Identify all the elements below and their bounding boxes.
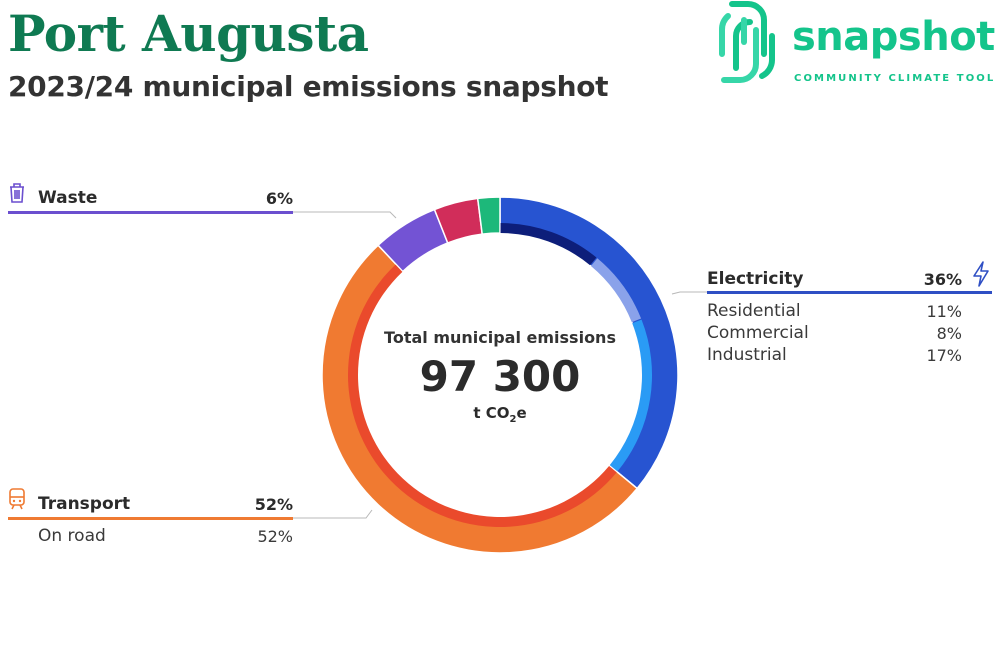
donut-slice-other-4 <box>476 196 501 235</box>
transport-sub-on-road: On road <box>38 526 106 546</box>
total-value: 97 300 <box>419 352 581 401</box>
waste-leader-line <box>293 211 397 219</box>
transport-sub-on-road-pct: 52% <box>257 527 293 546</box>
total-unit: t CO2e <box>360 404 640 425</box>
logo-tagline: COMMUNITY CLIMATE TOOL <box>794 73 996 84</box>
electricity-percent: 36% <box>923 270 962 289</box>
donut-slice-transport <box>321 244 639 554</box>
electricity-leader-line <box>671 291 707 295</box>
transport-leader-line <box>293 509 373 519</box>
donut-inner-industrial <box>609 319 652 472</box>
total-label: Total municipal emissions <box>384 328 616 347</box>
electricity-sub-residential-pct: 11% <box>926 302 962 321</box>
electricity-sub-industrial: Industrial <box>707 345 787 365</box>
lightning-icon <box>973 261 989 287</box>
transport-label: Transport <box>38 494 131 514</box>
unit-main: t CO <box>473 404 510 422</box>
logo-wordmark: snapshot <box>792 14 995 60</box>
donut-inner-residential <box>500 223 597 266</box>
electricity-rule <box>707 291 992 294</box>
electricity-sub-industrial-pct: 17% <box>926 346 962 365</box>
unit-subscript: 2 <box>509 414 517 425</box>
snapshot-logo-icon <box>719 1 775 83</box>
waste-label: Waste <box>38 188 98 208</box>
page-title: Port Augusta <box>8 4 369 63</box>
transport-rule <box>8 517 293 520</box>
unit-end: e <box>516 404 527 422</box>
electricity-sub-residential: Residential <box>707 301 801 321</box>
transport-percent: 52% <box>254 495 293 514</box>
snapshot-logo[interactable]: snapshot COMMUNITY CLIMATE TOOL <box>714 0 1000 90</box>
electricity-sub-commercial: Commercial <box>707 323 809 343</box>
page-subtitle: 2023/24 municipal emissions snapshot <box>8 70 609 103</box>
electricity-sub-commercial-pct: 8% <box>936 324 962 343</box>
electricity-label: Electricity <box>707 269 804 289</box>
waste-rule <box>8 211 293 214</box>
waste-bin-icon <box>10 183 24 203</box>
train-icon <box>9 488 25 510</box>
waste-percent: 6% <box>265 189 293 208</box>
donut-inner-on-road <box>348 264 617 527</box>
donut-inner-commercial <box>590 258 642 323</box>
